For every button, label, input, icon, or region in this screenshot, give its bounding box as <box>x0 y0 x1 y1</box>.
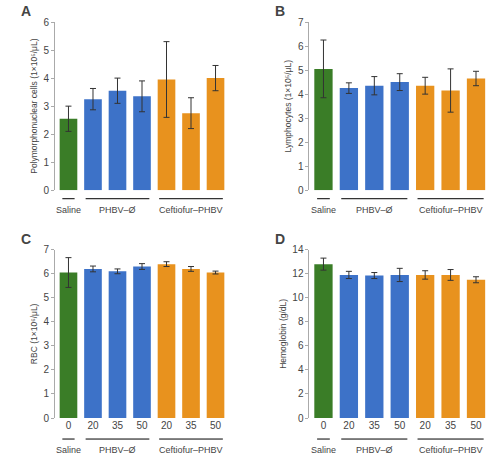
svg-text:Saline: Saline <box>56 205 81 215</box>
svg-text:Ceftiofur–PHBV: Ceftiofur–PHBV <box>419 205 483 215</box>
svg-text:1: 1 <box>43 388 49 399</box>
svg-text:Saline: Saline <box>311 205 336 215</box>
svg-text:0: 0 <box>298 413 304 424</box>
svg-text:12: 12 <box>292 268 304 279</box>
svg-text:2: 2 <box>43 129 49 140</box>
svg-text:3: 3 <box>43 101 49 112</box>
svg-text:PHBV–Ø: PHBV–Ø <box>99 445 136 455</box>
svg-text:Saline: Saline <box>311 445 336 455</box>
svg-text:8: 8 <box>298 316 304 327</box>
svg-text:3: 3 <box>298 113 304 124</box>
svg-text:35: 35 <box>112 420 124 431</box>
svg-text:Saline: Saline <box>56 445 81 455</box>
svg-text:3: 3 <box>43 340 49 351</box>
svg-text:14: 14 <box>292 244 304 255</box>
svg-text:50: 50 <box>136 420 148 431</box>
svg-text:4: 4 <box>298 89 304 100</box>
svg-text:5: 5 <box>43 292 49 303</box>
svg-text:7: 7 <box>298 17 304 28</box>
svg-text:6: 6 <box>43 268 49 279</box>
svg-text:10: 10 <box>292 292 304 303</box>
svg-text:2: 2 <box>298 388 304 399</box>
svg-text:Ceftiofur–PHBV: Ceftiofur–PHBV <box>419 445 483 455</box>
svg-text:PHBV–Ø: PHBV–Ø <box>356 445 393 455</box>
svg-text:0: 0 <box>321 420 327 431</box>
svg-text:1: 1 <box>43 157 49 168</box>
svg-text:Lymphocytes (1×10⁵/μL): Lymphocytes (1×10⁵/μL) <box>283 60 293 153</box>
svg-text:Hemoglobin (g/dL): Hemoglobin (g/dL) <box>278 299 288 369</box>
svg-text:35: 35 <box>369 420 381 431</box>
svg-text:6: 6 <box>298 340 304 351</box>
svg-text:A: A <box>21 3 31 19</box>
svg-text:2: 2 <box>43 364 49 375</box>
svg-text:20: 20 <box>87 420 99 431</box>
svg-text:0: 0 <box>298 185 304 196</box>
svg-text:0: 0 <box>43 185 49 196</box>
svg-text:PHBV–Ø: PHBV–Ø <box>356 205 393 215</box>
svg-text:6: 6 <box>43 17 49 28</box>
svg-text:Polymorphonuclear cells (1×10⁵: Polymorphonuclear cells (1×10⁵/μL) <box>29 38 39 173</box>
svg-text:4: 4 <box>43 316 49 327</box>
svg-text:5: 5 <box>43 45 49 56</box>
svg-text:RBC (1×10⁶/μL): RBC (1×10⁶/μL) <box>29 303 39 364</box>
svg-text:6: 6 <box>298 41 304 52</box>
svg-text:35: 35 <box>185 420 197 431</box>
svg-text:Ceftiofur–PHBV: Ceftiofur–PHBV <box>159 445 223 455</box>
svg-text:B: B <box>275 3 285 19</box>
svg-text:5: 5 <box>298 65 304 76</box>
svg-text:2: 2 <box>298 137 304 148</box>
svg-text:Ceftiofur–PHBV: Ceftiofur–PHBV <box>159 205 223 215</box>
svg-text:20: 20 <box>420 420 432 431</box>
svg-text:0: 0 <box>43 413 49 424</box>
svg-text:20: 20 <box>343 420 355 431</box>
svg-text:0: 0 <box>66 420 72 431</box>
svg-text:50: 50 <box>210 420 222 431</box>
svg-text:PHBV–Ø: PHBV–Ø <box>99 205 136 215</box>
svg-text:4: 4 <box>43 73 49 84</box>
svg-text:35: 35 <box>445 420 457 431</box>
svg-text:1: 1 <box>298 161 304 172</box>
svg-text:7: 7 <box>43 244 49 255</box>
svg-text:20: 20 <box>161 420 173 431</box>
svg-text:4: 4 <box>298 364 304 375</box>
svg-text:D: D <box>275 231 285 247</box>
svg-text:50: 50 <box>470 420 482 431</box>
svg-text:C: C <box>21 231 31 247</box>
svg-text:50: 50 <box>394 420 406 431</box>
